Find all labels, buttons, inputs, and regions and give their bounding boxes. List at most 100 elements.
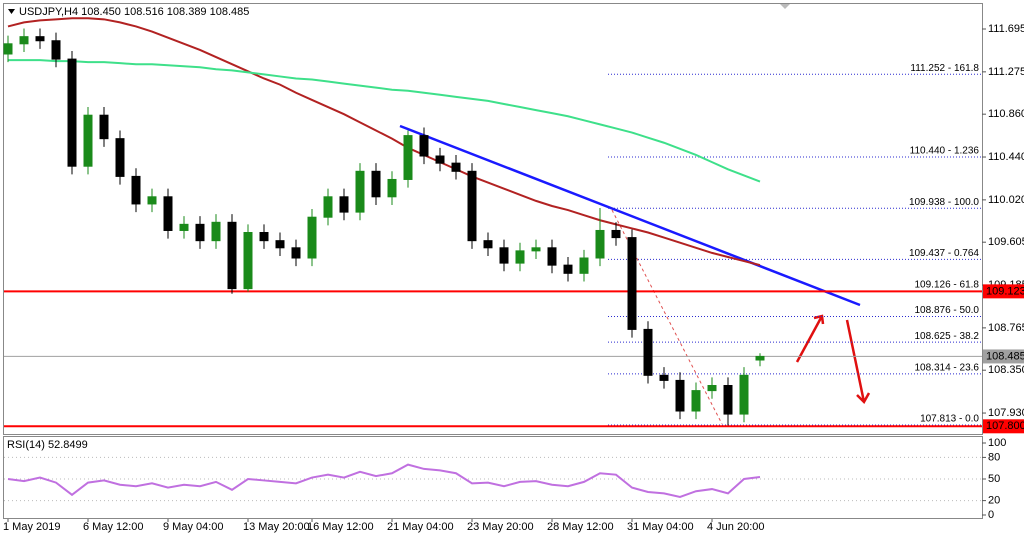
candle-body (115, 138, 125, 177)
y-tick-label: 108.350 (988, 364, 1024, 376)
y-tick-label: 80 (988, 451, 1000, 463)
y-tick-label: 111.695 (988, 23, 1024, 35)
y-tick-label: 110.860 (988, 108, 1024, 120)
y-tick-label: 110.440 (988, 151, 1024, 163)
candle-body (627, 237, 637, 330)
y-tick-label: 107.930 (988, 407, 1024, 419)
fib-label: 108.314 - 23.6 (915, 363, 980, 374)
candle-body (707, 385, 717, 392)
candle-body (19, 36, 29, 45)
candle-body (339, 196, 349, 213)
trendline (399, 124, 861, 307)
x-tick-label: 31 May 04:00 (627, 521, 694, 533)
fib-label: 110.440 - 1.236 (910, 146, 980, 157)
arrow-down (845, 319, 871, 405)
candle-body (739, 374, 749, 415)
candle-body (675, 379, 685, 412)
fib-label: 108.876 - 50.0 (915, 305, 980, 316)
candle-body (51, 40, 61, 60)
y-tick-label: 109.605 (988, 236, 1024, 248)
x-tick-label: 4 Jun 20:00 (707, 521, 765, 533)
candle-body (35, 36, 45, 42)
candle-body (3, 43, 13, 55)
candle-body (307, 216, 317, 259)
x-tick-label: 9 May 04:00 (163, 521, 224, 533)
candle-body (259, 232, 269, 242)
candle-body (643, 328, 653, 376)
candle-body (227, 221, 237, 290)
candle-body (371, 170, 381, 198)
candle-body (147, 196, 157, 205)
candle-body (163, 196, 173, 231)
candle-body (211, 221, 221, 242)
candle-body (195, 223, 205, 242)
main-pane (3, 3, 983, 435)
candle-body (291, 247, 301, 259)
rsi-pane (3, 436, 983, 519)
price-box (983, 349, 1024, 364)
rsi-title: RSI(14) 52.8499 (7, 439, 88, 451)
candle-body (531, 247, 541, 252)
series-line (7, 17, 761, 267)
candle-body (275, 240, 285, 249)
fib-label: 109.126 - 61.8 (915, 280, 980, 291)
candle-body (515, 250, 525, 264)
x-tick-label: 21 May 04:00 (387, 521, 454, 533)
candle-body (659, 374, 669, 381)
plot-layer: 111.695 111.275 110.860 110.440 110.020 109.6… (3, 17, 1024, 533)
y-tick-label: 100 (988, 437, 1006, 449)
price-box (983, 419, 1024, 434)
candle-body (451, 162, 461, 172)
arrows (795, 314, 871, 405)
fib-label: 108.625 - 38.2 (915, 331, 980, 342)
menu-icon[interactable] (8, 9, 15, 14)
candle-body (547, 247, 557, 266)
price-box (983, 284, 1024, 299)
chart-title: USDJPY,H4 108.450 108.516 108.389 108.48… (19, 6, 249, 18)
candle-body (243, 232, 253, 290)
series-line (8, 59, 761, 183)
x-tick-label: 1 May 2019 (3, 521, 60, 533)
x-tick-label: 16 May 12:00 (307, 521, 374, 533)
x-tick-label: 6 May 12:00 (83, 521, 144, 533)
fib-label: 107.813 - 0.0 (920, 414, 979, 425)
price-label: 109.123 (986, 285, 1024, 297)
arrow-up (795, 314, 825, 363)
y-tick-label: 110.020 (988, 194, 1024, 206)
candle-body (467, 170, 477, 242)
fib-label: 109.437 - 0.764 (909, 248, 979, 259)
candle-body (723, 385, 733, 415)
y-tick-label: 50 (988, 473, 1000, 485)
candle-body (419, 135, 429, 157)
candle-body (483, 240, 493, 249)
y-tick-label: 108.765 (988, 322, 1024, 334)
candle-body (499, 247, 509, 264)
candle-body (755, 355, 765, 361)
candle-body (387, 178, 397, 198)
candle-body (355, 170, 365, 213)
y-tick-label: 0 (988, 509, 994, 521)
price-label: 107.800 (986, 420, 1024, 432)
fib-label: 109.938 - 100.0 (909, 197, 979, 208)
y-tick-label: 111.275 (988, 66, 1024, 78)
fib-connector (611, 209, 723, 425)
candle-body (179, 223, 189, 231)
candle-body (595, 229, 605, 259)
fib-label: 111.252 - 161.8 (910, 63, 979, 74)
candle-body (99, 114, 109, 140)
series-line (7, 463, 761, 499)
x-tick-label: 23 May 20:00 (467, 521, 534, 533)
candle-body (403, 135, 413, 180)
x-tick-label: 28 May 12:00 (547, 521, 614, 533)
price-label: 108.485 (986, 350, 1024, 362)
candle-body (563, 264, 573, 274)
candle-body (83, 114, 93, 167)
candle-body (611, 229, 621, 239)
candle-body (435, 155, 445, 164)
shift-marker (780, 4, 790, 9)
candle-body (323, 196, 333, 218)
candle-body (67, 58, 77, 167)
candle-body (579, 257, 589, 274)
y-tick-label: 20 (988, 495, 1000, 507)
